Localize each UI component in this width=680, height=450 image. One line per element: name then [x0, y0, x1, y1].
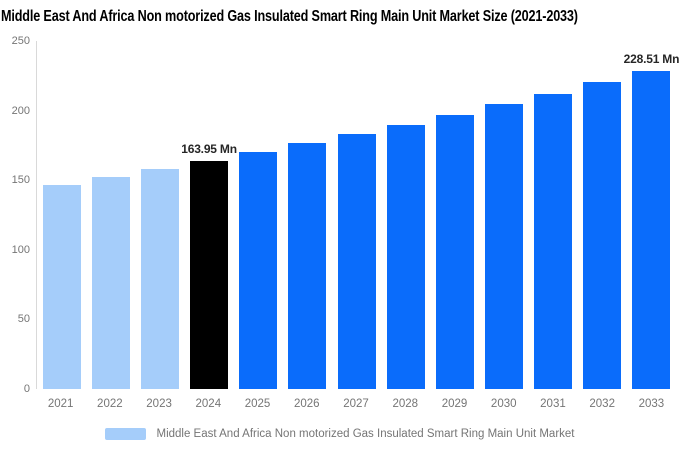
- bar-slot-2027: [332, 41, 381, 389]
- bar-slot-2022: [86, 41, 135, 389]
- x-tick-label-2033: 2033: [638, 398, 665, 410]
- y-axis: 0 50 100 150 200 250: [0, 0, 30, 450]
- bar-slot-2029: [430, 41, 479, 389]
- bar-2030[interactable]: [484, 104, 523, 389]
- bar-slot-2021: [37, 41, 86, 389]
- bar-slot-2024: 163.95 Mn: [181, 41, 237, 389]
- x-tick-label-2030: 2030: [490, 398, 517, 410]
- legend[interactable]: Middle East And Africa Non motorized Gas…: [0, 428, 680, 440]
- bar-2031[interactable]: [534, 93, 573, 389]
- bar-2023[interactable]: [140, 169, 179, 389]
- bar-2022[interactable]: [91, 177, 130, 389]
- y-tick-label: 100: [11, 243, 30, 256]
- bar-slot-2032: [578, 41, 627, 389]
- x-tick-label-2032: 2032: [589, 398, 615, 410]
- legend-swatch-icon: [105, 428, 147, 440]
- bar-slot-2028: [381, 41, 430, 389]
- bar-slot-2023: [135, 41, 184, 389]
- bar-slot-2030: [479, 41, 528, 389]
- chart-title: Middle East And Africa Non motorized Gas…: [1, 8, 578, 25]
- y-tick-label: 200: [11, 104, 30, 117]
- bar-slot-2031: [529, 41, 578, 389]
- x-tick-label-2028: 2028: [392, 398, 419, 410]
- bar-2026[interactable]: [288, 143, 327, 389]
- plot-area: 163.95 Mn 228.51 Mn: [36, 41, 679, 389]
- x-tick-label-2021: 2021: [47, 398, 74, 410]
- bar-value-label-2024: 163.95 Mn: [181, 141, 237, 156]
- y-tick-label: 50: [17, 313, 30, 326]
- x-tick-label-2027: 2027: [343, 398, 369, 410]
- x-tick-label-2029: 2029: [441, 398, 468, 410]
- legend-label: Middle East And Africa Non motorized Gas…: [156, 428, 575, 440]
- bar-2029[interactable]: [435, 114, 474, 389]
- bar-slot-2026: [283, 41, 332, 389]
- bar-2024[interactable]: [190, 160, 229, 389]
- bar-slot-2025: [234, 41, 283, 389]
- x-tick-label-2025: 2025: [244, 398, 271, 410]
- x-tick-label-2026: 2026: [293, 398, 320, 410]
- bar-2027[interactable]: [337, 134, 376, 389]
- bar-value-label-2033: 228.51 Mn: [623, 51, 680, 66]
- bar-2032[interactable]: [583, 82, 622, 389]
- bar-2028[interactable]: [386, 124, 425, 389]
- bar-2025[interactable]: [239, 152, 278, 389]
- y-tick-label: 150: [11, 174, 30, 187]
- x-tick-label-2022: 2022: [97, 398, 123, 410]
- bar-slot-2033: 228.51 Mn: [624, 41, 679, 389]
- x-tick-label-2031: 2031: [540, 398, 566, 410]
- y-tick-label: 250: [11, 35, 30, 47]
- x-tick-label-2023: 2023: [146, 398, 172, 410]
- x-axis-labels: 2021 2022 2023 2024 2025 2026 2027 2028 2029 2030…: [36, 398, 676, 410]
- x-tick-label-2024: 2024: [195, 398, 222, 410]
- y-tick-label: 0: [23, 383, 30, 395]
- bar-2033[interactable]: [632, 70, 671, 389]
- bar-2021[interactable]: [42, 184, 81, 389]
